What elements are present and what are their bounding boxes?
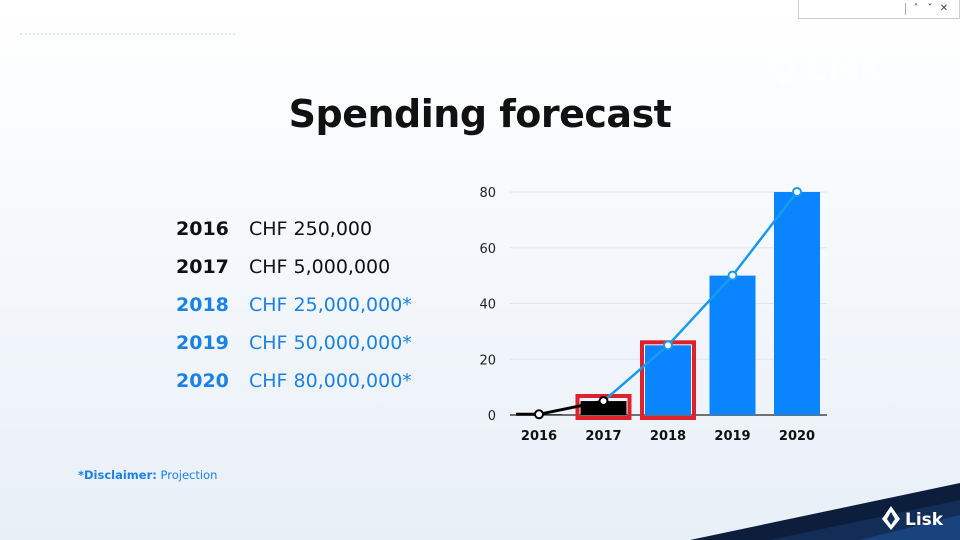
trend-point bbox=[792, 187, 802, 197]
trend-line-forecast bbox=[602, 191, 798, 403]
x-tick-label: 2017 bbox=[585, 429, 621, 444]
x-tick-label: 2018 bbox=[650, 429, 686, 444]
y-tick-label: 0 bbox=[488, 409, 496, 424]
disclaimer-text: Projection bbox=[156, 468, 218, 482]
lisk-watermark-logo: Lisk bbox=[768, 46, 884, 89]
trend-point bbox=[663, 340, 673, 351]
y-tick-label: 40 bbox=[479, 298, 496, 313]
x-tick-label: 2019 bbox=[714, 429, 750, 444]
logo-wordmark: Lisk bbox=[905, 510, 944, 530]
y-tick-label: 20 bbox=[479, 353, 496, 368]
trend-point bbox=[727, 270, 738, 281]
chevron-down-icon[interactable]: ˅ bbox=[927, 3, 933, 14]
trend-point bbox=[534, 409, 544, 420]
watermark-wordmark: Lisk bbox=[806, 49, 884, 89]
spending-year: 2017 bbox=[176, 256, 229, 278]
spending-amount: CHF 80,000,000* bbox=[249, 370, 412, 392]
x-tick-label: 2020 bbox=[779, 429, 815, 444]
bar bbox=[709, 275, 756, 415]
find-bar-separator bbox=[905, 3, 906, 15]
spending-amount: CHF 50,000,000* bbox=[249, 332, 412, 354]
disclaimer: *Disclaimer: Projection bbox=[78, 468, 217, 482]
spending-year: 2016 bbox=[176, 218, 229, 240]
chevron-up-icon[interactable]: ˄ bbox=[913, 3, 919, 14]
bar bbox=[645, 345, 691, 415]
spending-year: 2020 bbox=[176, 370, 229, 392]
spending-amount: CHF 5,000,000 bbox=[249, 256, 391, 278]
y-tick-label: 80 bbox=[479, 186, 496, 201]
decorative-dotted-line bbox=[20, 33, 235, 35]
bar bbox=[774, 192, 820, 415]
spending-amount: CHF 250,000 bbox=[249, 218, 373, 240]
spending-amount: CHF 25,000,000* bbox=[249, 294, 412, 316]
slide-title: Spending forecast bbox=[288, 92, 672, 136]
x-tick-label: 2016 bbox=[521, 429, 557, 444]
close-icon[interactable]: ✕ bbox=[939, 3, 949, 14]
trend-point bbox=[598, 396, 609, 407]
y-tick-label: 60 bbox=[479, 242, 496, 257]
lisk-logo: Lisk bbox=[882, 506, 944, 530]
spending-chart: 0 20 40 60 80 2016 2017 2018 2019 2020 bbox=[479, 186, 827, 444]
spending-year: 2018 bbox=[176, 294, 229, 316]
spending-year: 2019 bbox=[176, 332, 229, 354]
find-bar: ˄ ˅ ✕ bbox=[798, 0, 960, 19]
disclaimer-label: *Disclaimer: bbox=[78, 468, 157, 482]
